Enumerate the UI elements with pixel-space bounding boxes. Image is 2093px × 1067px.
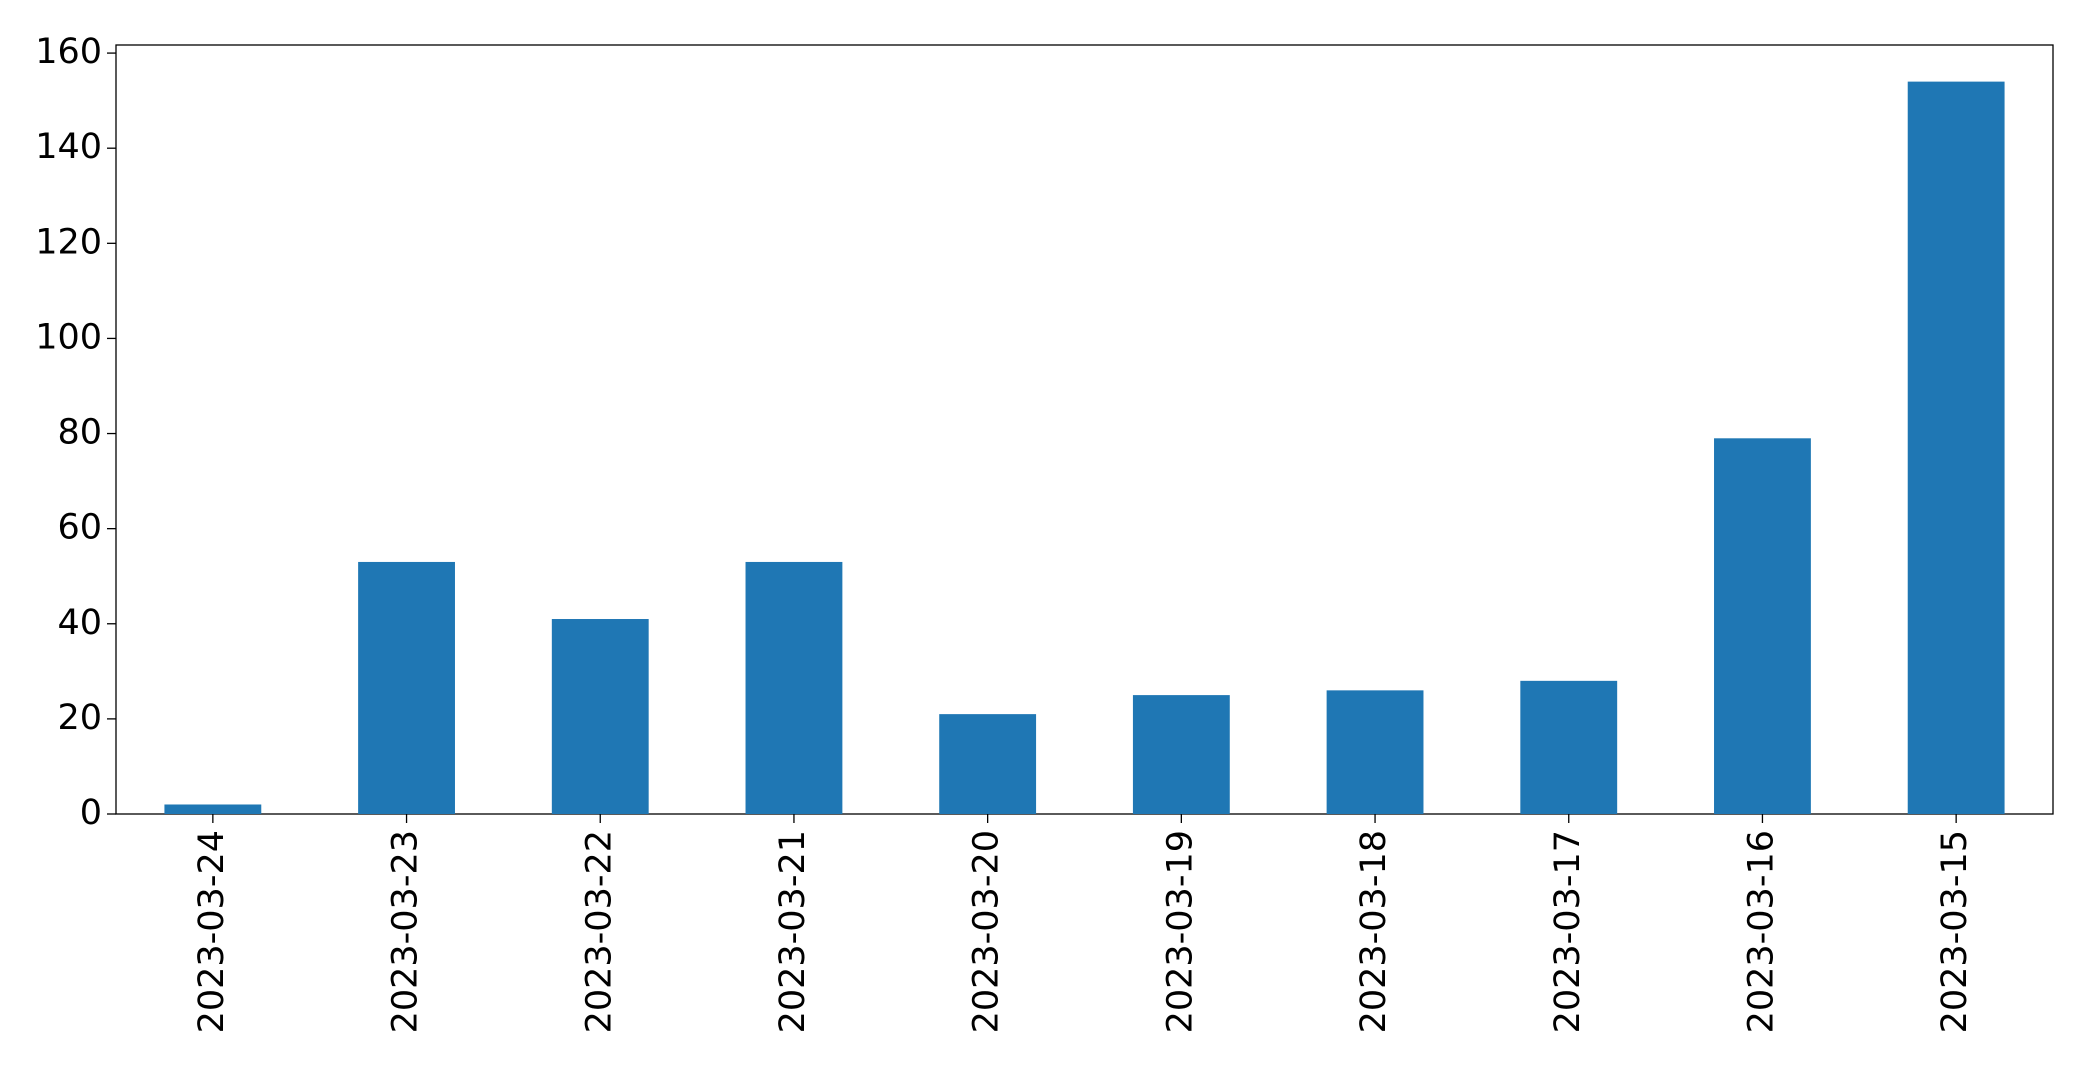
bar <box>1714 438 1811 814</box>
x-tick-label: 2023-03-18 <box>1354 830 1394 1033</box>
y-tick-label: 140 <box>35 127 102 167</box>
bar <box>745 561 843 814</box>
x-tick-label: 2023-03-16 <box>1741 830 1781 1033</box>
y-tick-label: 120 <box>35 222 102 262</box>
y-tick-label: 100 <box>35 317 102 357</box>
bar <box>164 804 262 814</box>
bar <box>1132 695 1230 814</box>
bar <box>1520 680 1618 814</box>
bar <box>551 619 649 814</box>
y-tick-label: 60 <box>57 508 102 548</box>
y-tick-label: 80 <box>57 413 102 453</box>
y-tick-label: 40 <box>57 603 102 643</box>
y-tick-label: 160 <box>35 32 102 72</box>
x-tick-label: 2023-03-21 <box>773 830 813 1033</box>
plot-frame <box>115 44 2054 815</box>
y-tick-label: 0 <box>80 793 102 833</box>
x-tick-label: 2023-03-20 <box>967 830 1007 1033</box>
bar <box>939 714 1037 814</box>
x-tick-label: 2023-03-23 <box>386 830 426 1033</box>
bar <box>1326 690 1424 814</box>
bar <box>1907 81 2005 815</box>
x-tick-label: 2023-03-19 <box>1160 830 1200 1033</box>
x-tick-label: 2023-03-24 <box>192 830 232 1033</box>
x-tick-label: 2023-03-15 <box>1935 830 1975 1033</box>
x-tick-label: 2023-03-17 <box>1548 830 1588 1033</box>
y-tick-label: 20 <box>57 698 102 738</box>
x-tick-label: 2023-03-22 <box>579 830 619 1033</box>
bar <box>358 561 455 814</box>
